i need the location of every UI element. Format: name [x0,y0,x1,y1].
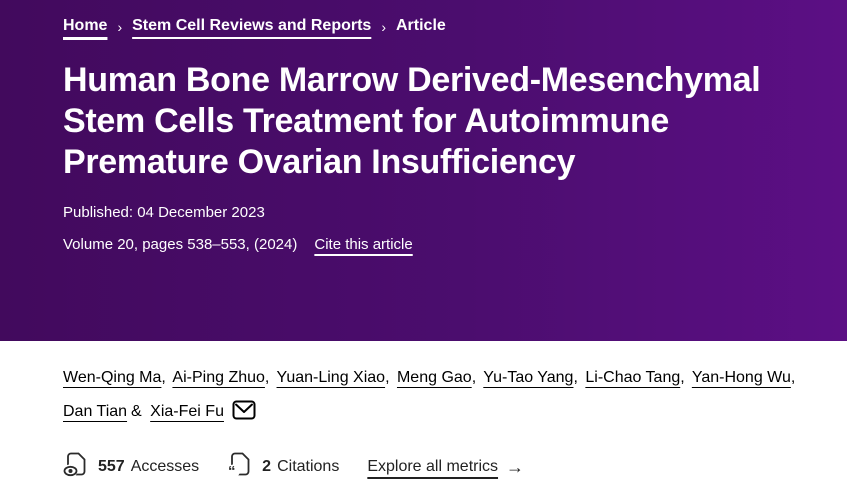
envelope-icon[interactable] [232,399,256,433]
volume-pages-line: Volume 20, pages 538–553, (2024) Cite th… [63,235,791,254]
author-ampersand: & [131,403,142,420]
author-separator: , [790,369,796,386]
author-link[interactable]: Ai-Ping Zhuo [172,369,265,386]
accesses-count: 557 [98,457,125,475]
accesses-metric: 557 Accesses [63,451,199,482]
citations-count: 2 [262,457,272,475]
author-link[interactable]: Dan Tian [63,403,128,420]
author-separator: , [161,369,166,386]
breadcrumb-link-journal[interactable]: Stem Cell Reviews and Reports [132,17,372,34]
article-hero-banner: Home › Stem Cell Reviews and Reports › A… [0,0,847,341]
breadcrumb-link-home[interactable]: Home [63,17,108,34]
author-link[interactable]: Xia-Fei Fu [150,403,224,420]
explore-all-metrics-label: Explore all metrics [367,457,499,475]
breadcrumb: Home › Stem Cell Reviews and Reports › A… [63,14,791,38]
author-separator: , [471,369,477,386]
cite-this-article-link[interactable]: Cite this article [314,236,413,253]
explore-all-metrics-link[interactable]: Explore all metrics → [367,458,524,476]
volume-pages-text: Volume 20, pages 538–553, (2024) [63,236,298,253]
author-separator: , [264,369,270,386]
author-separator: , [385,369,390,386]
author-separator: , [680,369,685,386]
citations-metric: “ 2 Citations [227,451,339,482]
breadcrumb-current-article: Article [395,17,446,34]
page-eye-icon [63,451,98,482]
author-link[interactable]: Wen-Qing Ma [63,369,162,386]
article-meta-band: Wen-Qing Ma, Ai-Ping Zhuo, Yuan-Ling Xia… [0,341,847,482]
article-metrics-row: 557 Accesses “ 2 Citations Explore all m… [63,451,807,482]
author-link[interactable]: Yuan-Ling Xiao [276,369,386,386]
author-list: Wen-Qing Ma, Ai-Ping Zhuo, Yuan-Ling Xia… [63,361,807,433]
svg-text:“: “ [228,463,236,480]
author-link[interactable]: Li-Chao Tang [585,369,681,386]
author-link[interactable]: Meng Gao [396,369,472,386]
author-link[interactable]: Yu-Tao Yang [483,369,574,386]
citations-label: Citations [277,457,340,475]
author-separator: , [573,369,578,386]
arrow-right-icon: → [506,456,525,477]
page-quote-icon: “ [227,451,262,482]
chevron-right-icon: › [117,19,123,35]
article-title: Human Bone Marrow Derived-Mesenchymal St… [63,61,761,181]
author-link[interactable]: Yan-Hong Wu [691,369,791,386]
accesses-label: Accesses [130,457,200,475]
published-date: Published: 04 December 2023 [63,204,265,221]
chevron-right-icon: › [381,19,386,35]
